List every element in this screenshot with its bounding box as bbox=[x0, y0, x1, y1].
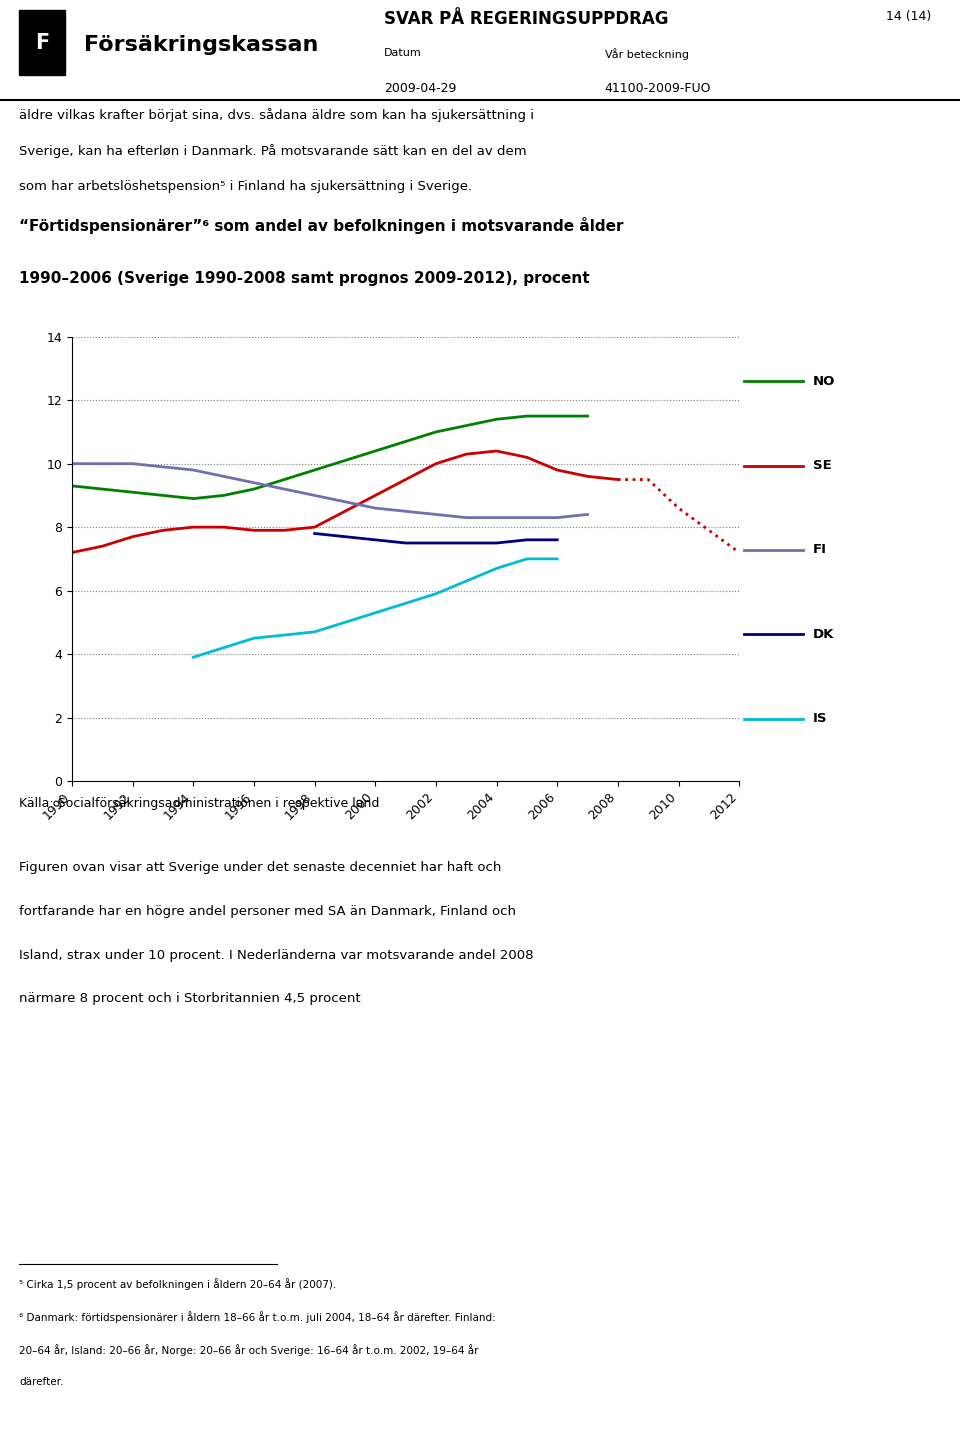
Text: därefter.: därefter. bbox=[19, 1377, 63, 1387]
Text: 41100-2009-FUO: 41100-2009-FUO bbox=[605, 82, 711, 95]
Text: Vår beteckning: Vår beteckning bbox=[605, 49, 688, 60]
Text: “Förtidspensionärer”⁶ som andel av befolkningen i motsvarande ålder: “Förtidspensionärer”⁶ som andel av befol… bbox=[19, 216, 624, 234]
Text: Datum: Datum bbox=[384, 49, 421, 59]
Text: 1990–2006 (Sverige 1990-2008 samt prognos 2009-2012), procent: 1990–2006 (Sverige 1990-2008 samt progno… bbox=[19, 271, 589, 287]
Text: FI: FI bbox=[813, 543, 827, 556]
Text: som har arbetslöshetspension⁵ i Finland ha sjukersättning i Sverige.: som har arbetslöshetspension⁵ i Finland … bbox=[19, 181, 472, 193]
Text: närmare 8 procent och i Storbritannien 4,5 procent: närmare 8 procent och i Storbritannien 4… bbox=[19, 993, 361, 1006]
Bar bbox=[19, 10, 65, 76]
Text: 2009-04-29: 2009-04-29 bbox=[384, 82, 456, 95]
Text: DK: DK bbox=[813, 628, 834, 641]
Text: Källa: Socialförsäkringsadministrationen i respektive land: Källa: Socialförsäkringsadministrationen… bbox=[19, 797, 379, 810]
Text: Island, strax under 10 procent. I Nederländerna var motsvarande andel 2008: Island, strax under 10 procent. I Nederl… bbox=[19, 949, 534, 962]
Text: Figuren ovan visar att Sverige under det senaste decenniet har haft och: Figuren ovan visar att Sverige under det… bbox=[19, 861, 501, 874]
Text: ⁶ Danmark: förtidspensionärer i åldern 18–66 år t.o.m. juli 2004, 18–64 år däref: ⁶ Danmark: förtidspensionärer i åldern 1… bbox=[19, 1311, 496, 1323]
Text: IS: IS bbox=[813, 712, 828, 725]
Text: 20–64 år, Island: 20–66 år, Norge: 20–66 år och Sverige: 16–64 år t.o.m. 2002, 1: 20–64 år, Island: 20–66 år, Norge: 20–66… bbox=[19, 1344, 479, 1356]
Text: ⁵ Cirka 1,5 procent av befolkningen i åldern 20–64 år (2007).: ⁵ Cirka 1,5 procent av befolkningen i ål… bbox=[19, 1278, 336, 1290]
Text: 14 (14): 14 (14) bbox=[886, 10, 931, 23]
Text: SE: SE bbox=[813, 459, 831, 471]
Text: Sverige, kan ha efterløn i Danmark. På motsvarande sätt kan en del av dem: Sverige, kan ha efterløn i Danmark. På m… bbox=[19, 143, 527, 158]
Text: fortfarande har en högre andel personer med SA än Danmark, Finland och: fortfarande har en högre andel personer … bbox=[19, 904, 516, 917]
Text: F: F bbox=[36, 33, 49, 53]
Text: SVAR PÅ REGERINGSUPPDRAG: SVAR PÅ REGERINGSUPPDRAG bbox=[384, 10, 668, 29]
Text: äldre vilkas krafter börjat sina, dvs. sådana äldre som kan ha sjukersättning i: äldre vilkas krafter börjat sina, dvs. s… bbox=[19, 107, 534, 122]
Text: NO: NO bbox=[813, 374, 835, 388]
Text: Försäkringskassan: Försäkringskassan bbox=[84, 36, 319, 54]
